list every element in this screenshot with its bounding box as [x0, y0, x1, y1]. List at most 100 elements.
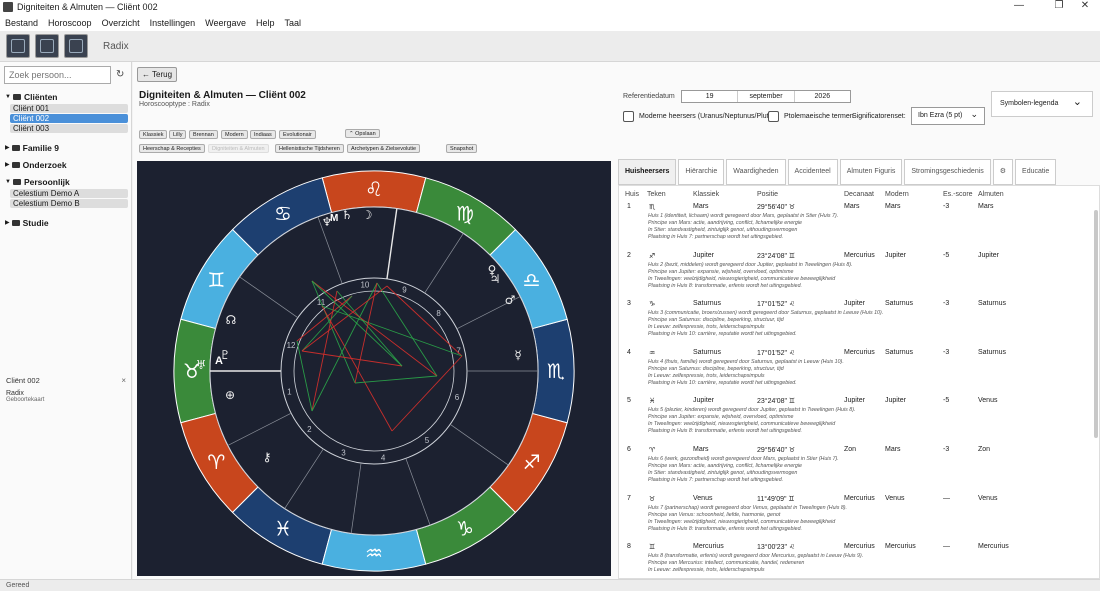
menu-bestand[interactable]: Bestand — [5, 17, 39, 28]
chip-heerschap[interactable]: Heerschap & Recepties — [139, 144, 205, 153]
description-line: In Leeuw: zelfexpressie, trots, leidersc… — [648, 372, 765, 379]
cell-huis: 6 — [627, 446, 631, 453]
row-description: Huis 4 (thuis, familie) wordt geregeerd … — [648, 359, 1093, 387]
menu-overzicht[interactable]: Overzicht — [101, 17, 140, 28]
tree-group-clienten[interactable]: ▼ Cliënten — [5, 92, 58, 102]
tab-waardigheden[interactable]: Waardigheden — [726, 159, 786, 185]
reference-date-label: Referentiedatum — [623, 93, 675, 100]
house-cusp — [350, 463, 362, 534]
natal-wheel[interactable]: ♌♋♊♉♈♓♒♑♐♏♎♍123456789101112♆♄☽♀♂♃☿♅♇☊⊕⚷A… — [137, 161, 611, 576]
tree-group-persoonlijk[interactable]: ▼ Persoonlijk — [5, 177, 70, 187]
house-cusp — [239, 276, 299, 318]
symbol-legend-dropdown[interactable]: Symbolen-legenda — [991, 90, 1093, 117]
tab-huisheersers[interactable]: Huisheersers — [618, 159, 677, 185]
cell-teken: ♏ — [649, 204, 656, 211]
col-klassiek: Klassiek — [693, 191, 720, 198]
modern-rulers-checkbox[interactable] — [623, 111, 634, 122]
search-input[interactable] — [4, 66, 111, 84]
save-button[interactable]: ⌃ Opslaan — [345, 129, 380, 138]
house-number: 5 — [425, 436, 430, 445]
refresh-icon[interactable]: ↻ — [116, 69, 125, 80]
description-line: Principe van Saturnus: discipline, beper… — [648, 365, 784, 372]
menu-weergave[interactable]: Weergave — [205, 17, 246, 28]
description-line: Principe van Mars: actie, aandrijving, c… — [648, 220, 802, 226]
chip-indiaas[interactable]: Indiaas — [250, 130, 276, 139]
chip-digniteiten[interactable]: Digniteiten & Almuten — [208, 144, 269, 153]
aspect-line — [311, 280, 356, 384]
minimize-button[interactable]: — — [1014, 0, 1024, 11]
snapshot-button[interactable]: Snapshot — [446, 144, 478, 153]
menu-horoscoop[interactable]: Horoscoop — [48, 17, 92, 28]
back-button[interactable]: ← Terug — [137, 67, 177, 82]
chip-archetypen[interactable]: Archetypen & Zielsevolutie — [347, 144, 421, 153]
house-cusp — [284, 448, 324, 509]
tree-group-familie[interactable]: ▶ Familie 9 — [5, 143, 60, 153]
planet-glyph: ⊕ — [225, 388, 235, 402]
close-icon[interactable]: × — [121, 376, 126, 385]
description-line: Huis 7 (partnerschap) wordt geregeerd do… — [648, 504, 848, 511]
date-day[interactable]: 19 — [682, 91, 739, 102]
house-cusp — [227, 412, 292, 446]
tab-educatie[interactable]: Educatie — [1015, 159, 1057, 185]
cell-positie: 23°24'08" ♊ — [757, 398, 796, 406]
chip-klassiek[interactable]: Klassiek — [139, 130, 168, 139]
cell-almuten: Mercurius — [978, 543, 1009, 551]
description-line: In Leeuw: zelfexpressie, trots, leidersc… — [648, 324, 765, 331]
menu-help[interactable]: Help — [255, 17, 275, 28]
menu-instellingen[interactable]: Instellingen — [149, 17, 196, 28]
cell-decanaat: Mars — [844, 203, 860, 210]
status-bar: Gereed — [0, 579, 1100, 591]
tree-item-client-002[interactable]: Cliënt 002 — [10, 114, 128, 123]
tree-group-onderzoek[interactable]: ▶ Onderzoek — [5, 160, 67, 170]
modern-rulers-label: Moderne heersers (Uranus/Neptunus/Pluto) — [639, 113, 775, 120]
tab-accidenteel[interactable]: Accidenteel — [787, 159, 838, 185]
planet-glyph: ♂ — [505, 293, 516, 307]
date-month[interactable]: september — [738, 91, 795, 102]
wheel-icon[interactable] — [35, 34, 59, 58]
tab-bar: Huisheersers Hiërarchie Waardigheden Acc… — [618, 159, 1058, 185]
cell-almuten: Venus — [978, 494, 998, 502]
scrollbar[interactable] — [1094, 210, 1098, 438]
chip-brennan[interactable]: Brennan — [189, 130, 218, 139]
tab-settings[interactable]: ⚙ — [992, 159, 1014, 185]
tree-item-demo-a[interactable]: Celestium Demo A — [10, 189, 128, 198]
cell-almuten: Saturnus — [978, 300, 1007, 308]
menu-bar: Bestand Horoscoop Overzicht Instellingen… — [0, 14, 1100, 31]
description-line: Principe van Venus: schoonheid, liefde, … — [648, 511, 781, 518]
description-line: Huis 4 (thuis, familie) wordt geregeerd … — [648, 358, 844, 365]
description-line: Huis 8 (transformatie, erfenis) wordt ge… — [648, 553, 864, 560]
maximize-button[interactable]: ❐ — [1054, 0, 1064, 11]
window-title: Digniteiten & Almuten — Cliënt 002 — [17, 2, 158, 12]
menu-taal[interactable]: Taal — [284, 17, 302, 28]
description-line: Principe van Mars: actie, aandrijving, c… — [648, 463, 802, 469]
cell-modern: Venus — [885, 494, 905, 502]
description-line: In Tweelingen: veelzijdigheid, nieuwsgie… — [648, 275, 836, 282]
chip-evolutionair[interactable]: Evolutionair — [279, 130, 316, 139]
chip-lilly[interactable]: Lilly — [169, 130, 187, 139]
house-number: 3 — [341, 448, 346, 457]
layout-icon[interactable] — [6, 34, 30, 58]
house-number: 7 — [456, 347, 461, 356]
significator-set-select[interactable]: Ibn Ezra (5 pt) — [911, 106, 985, 125]
chip-hellenistisch[interactable]: Hellenistische Tijdsheren — [275, 144, 344, 153]
tab-stromingsgeschiedenis[interactable]: Stromingsgeschiedenis — [904, 159, 991, 185]
ptolemaic-terms-checkbox[interactable] — [768, 111, 779, 122]
close-button[interactable]: ✕ — [1080, 0, 1090, 11]
reference-date-picker[interactable]: 19 september 2026 — [681, 90, 851, 103]
row-description: Huis 6 (werk, gezondheid) wordt geregeer… — [648, 456, 1093, 484]
tree-item-client-001[interactable]: Cliënt 001 — [10, 104, 128, 113]
tree-item-client-003[interactable]: Cliënt 003 — [10, 124, 128, 133]
description-line: Plaatsing in Huis 7: partnerschap wordt … — [648, 477, 784, 483]
tab-almuten-figuris[interactable]: Almuten Figuris — [839, 159, 903, 185]
page-title: Digniteiten & Almuten — Cliënt 002 — [139, 90, 306, 101]
chart-icon[interactable] — [64, 34, 88, 58]
date-year[interactable]: 2026 — [814, 93, 831, 100]
tab-hierarchie[interactable]: Hiërarchie — [678, 159, 725, 185]
tree-item-demo-b[interactable]: Celestium Demo B — [10, 199, 128, 208]
tree-group-studie[interactable]: ▶ Studie — [5, 218, 49, 228]
folder-icon — [11, 145, 20, 151]
house-cusp — [424, 233, 464, 294]
chip-modern[interactable]: Modern — [221, 130, 248, 139]
chart-canvas[interactable]: ♌♋♊♉♈♓♒♑♐♏♎♍123456789101112♆♄☽♀♂♃☿♅♇☊⊕⚷A… — [137, 161, 611, 576]
cell-score: — — [943, 494, 950, 502]
